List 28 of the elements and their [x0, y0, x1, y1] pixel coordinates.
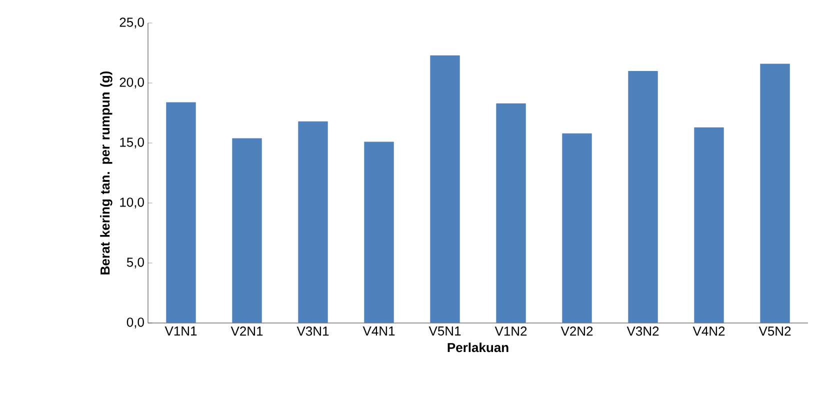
- x-tick-label: V1N1: [164, 326, 197, 336]
- x-tick-label: V1N2: [494, 326, 527, 336]
- x-axis-title: Perlakuan: [448, 342, 508, 352]
- bar: [628, 71, 658, 323]
- y-tick-label: 10,0: [120, 198, 144, 208]
- y-axis-title: Berat kering tan. per rumpun (g): [100, 71, 112, 274]
- y-tick-label: 25,0: [120, 18, 144, 28]
- bar: [760, 64, 790, 323]
- x-tick-label: V2N2: [560, 326, 593, 336]
- bar: [562, 133, 592, 323]
- bar: [430, 55, 460, 323]
- bar: [232, 138, 262, 323]
- y-tick-label: 0,0: [126, 318, 144, 328]
- y-tick-label: 15,0: [120, 138, 144, 148]
- y-tick-label: 5,0: [126, 258, 144, 268]
- y-tick-label: 20,0: [120, 78, 144, 88]
- bar: [166, 102, 196, 323]
- x-tick-label: V4N1: [362, 326, 395, 336]
- x-tick-label: V5N2: [758, 326, 791, 336]
- bar: [694, 127, 724, 323]
- bar: [496, 103, 526, 323]
- x-tick-label: V3N2: [626, 326, 659, 336]
- x-tick-label: V4N2: [692, 326, 725, 336]
- bar: [364, 142, 394, 323]
- x-tick-label: V5N1: [428, 326, 461, 336]
- x-tick-label: V3N1: [296, 326, 329, 336]
- bar: [298, 121, 328, 323]
- x-tick-label: V2N1: [230, 326, 263, 336]
